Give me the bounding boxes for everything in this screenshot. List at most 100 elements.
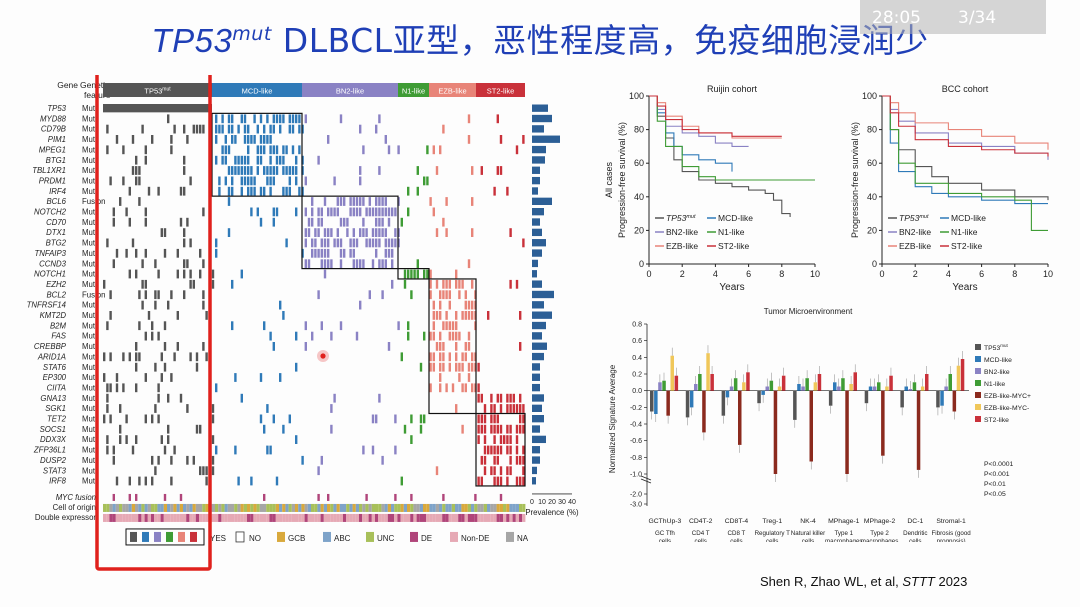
oncoprint-cell: [522, 404, 525, 413]
oncoprint-cell: [189, 269, 192, 279]
gene-label-16: NOTCH1: [34, 270, 66, 279]
cell-of-origin-cell: [490, 503, 494, 512]
cell-of-origin-cell: [416, 503, 420, 512]
oncoprint-cell: [151, 321, 154, 331]
oncoprint-cell: [272, 217, 275, 227]
gene-label-12: DTX1: [46, 228, 66, 237]
oncoprint-cell: [202, 259, 205, 269]
oncoprint-cell: [157, 269, 160, 279]
subtype-block-box-0: [211, 112, 303, 197]
oncoprint-cell: [336, 238, 339, 248]
double-expressor-cell: [253, 513, 257, 522]
cell-of-origin-cell: [522, 503, 526, 512]
prevalence-bar-13: [532, 239, 546, 247]
oncoprint-cell: [131, 135, 135, 144]
title-gene-sup: mut: [232, 23, 272, 45]
oncoprint-cell: [211, 414, 215, 424]
oncoprint-cell: [141, 279, 144, 289]
double-expressor-cell: [458, 513, 462, 522]
cell-of-origin-cell: [160, 503, 164, 512]
oncoprint-cell: [467, 373, 471, 382]
oncoprint-cell: [106, 321, 109, 331]
double-expressor-cell: [467, 513, 471, 522]
oncoprint-cell: [323, 269, 327, 279]
oncoprint-cell: [234, 373, 237, 382]
km-curve-TP53mut: [649, 95, 791, 217]
prevalence-tick-1: 10: [538, 499, 546, 506]
oncoprint-cell: [157, 290, 160, 300]
oncoprint-cell: [375, 414, 378, 424]
tme-category-cell-8-b: prognosis): [937, 538, 966, 542]
double-expressor-cell: [490, 513, 494, 522]
oncoprint-cell: [403, 279, 407, 289]
oncoprint-cell: [167, 393, 170, 403]
oncoprint-cell: [519, 424, 522, 434]
oncoprint-cell: [359, 300, 362, 310]
tme-ytick-label-5: -0.2: [630, 405, 642, 412]
oncoprint-cell: [259, 145, 263, 155]
cell-of-origin-cell: [211, 503, 215, 512]
double-expressor-cell: [106, 513, 110, 522]
oncoprint-cell: [135, 176, 138, 186]
oncoprint-cell: [240, 269, 243, 279]
tme-bar: [904, 386, 908, 391]
tme-legend-swatch-1: [975, 356, 981, 362]
oncoprint-cell: [400, 352, 403, 362]
oncoprint-cell: [263, 166, 266, 175]
cell-of-origin-cell: [237, 503, 241, 512]
oncoprint-cell: [477, 362, 480, 372]
oncoprint-cell: [170, 373, 173, 382]
tme-bar: [729, 386, 734, 391]
oncoprint-cell: [477, 393, 480, 403]
oncoprint-cell: [227, 186, 231, 196]
oncoprint-cell: [493, 414, 496, 424]
double-expressor-cell: [282, 513, 286, 522]
oncoprint-cell: [320, 217, 323, 227]
oncoprint-cell: [362, 197, 365, 206]
oncoprint-cell: [183, 259, 186, 269]
cell-of-origin-cell: [496, 503, 500, 512]
oncoprint-cell: [227, 166, 231, 175]
double-expressor-cell: [391, 513, 395, 522]
tme-bar: [689, 390, 694, 408]
km-xtick-label-1: 2: [680, 269, 685, 279]
oncoprint-cell: [275, 155, 279, 165]
cell-of-origin-cell: [506, 503, 510, 512]
oncoprint-cell: [355, 197, 359, 206]
oncoprint-cell: [109, 290, 112, 300]
oncoprint-cell: [458, 373, 461, 382]
km-ytick-label-2: 40: [867, 192, 877, 202]
oncoprint-cell: [218, 176, 221, 186]
oncoprint-cell: [195, 352, 199, 362]
feature-label-33: Mut: [82, 446, 96, 455]
subtype-label-sup: mut: [162, 87, 171, 93]
oncoprint-cell: [247, 155, 250, 165]
oncoprint-cell: [282, 166, 285, 175]
oncoprint-cell: [451, 321, 455, 331]
oncoprint-cell: [378, 238, 381, 248]
double-expressor-cell: [352, 513, 356, 522]
km-xtick-label-2: 4: [713, 269, 718, 279]
feature-label-15: Mut: [82, 259, 96, 268]
oncoprint-cell: [378, 207, 381, 217]
cell-of-origin-cell: [368, 503, 372, 512]
oncoprint-cell: [215, 124, 218, 134]
oncoprint-cell: [240, 176, 243, 186]
oncoprint-cell: [183, 290, 186, 300]
double-expressor-cell: [413, 513, 417, 522]
double-expressor-cell: [237, 513, 241, 522]
oncoprint-cell: [131, 166, 135, 175]
double-expressor-cell: [384, 513, 388, 522]
km-legend-label-MCD-like: MCD-like: [718, 213, 753, 223]
oncoprint-cell: [138, 352, 141, 362]
oncoprint-cell: [205, 466, 208, 476]
oncoprint-cell: [391, 207, 394, 217]
cell-of-origin-cell: [339, 503, 343, 512]
oncoprint-cell: [419, 424, 423, 434]
oncoprint-cell: [323, 228, 327, 237]
cell-of-origin-cell: [240, 503, 244, 512]
tme-bar: [725, 390, 730, 398]
gene-label-15: CCND3: [39, 259, 67, 268]
legend-label-non-de: Non-DE: [461, 534, 489, 543]
oncoprint-cell: [445, 290, 448, 300]
